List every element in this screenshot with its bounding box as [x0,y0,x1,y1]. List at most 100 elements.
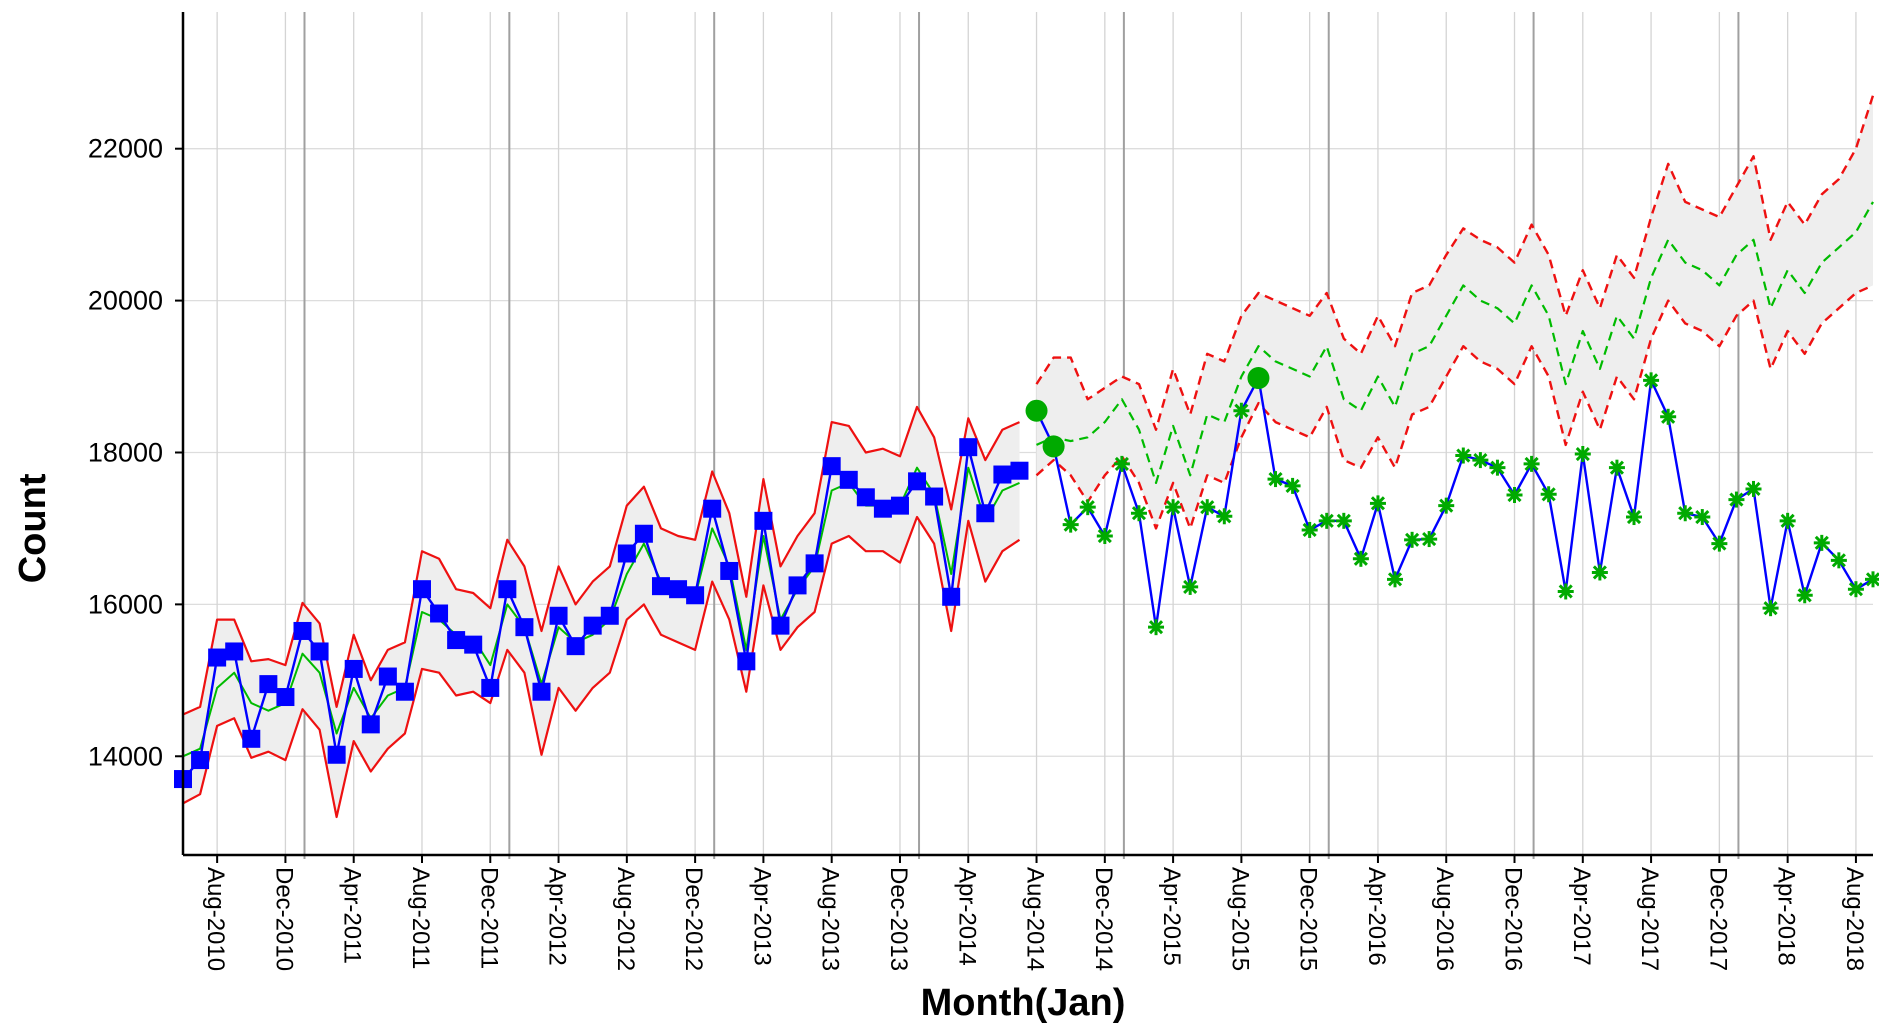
test-marker-stroke [1183,579,1198,594]
train-point-marker [191,751,210,770]
test-point-marker [1318,512,1335,529]
forecast-band-fill [1036,95,1873,529]
test-marker-stroke [1848,582,1863,597]
test-marker-stroke [1234,403,1249,418]
test-point-marker [1540,486,1557,503]
test-marker-stroke [1200,500,1215,515]
series-lines [182,95,1875,819]
test-marker-stroke [1507,487,1522,503]
x-tick-label: Aug-2011 [407,867,434,969]
train-point-marker [600,606,619,625]
train-point-marker [959,438,978,457]
test-marker-stroke [1814,535,1829,550]
x-tick-label: Apr-2012 [544,867,571,966]
test-point-marker [1472,452,1489,469]
train-point-marker [737,652,756,671]
train-point-marker [498,580,517,599]
x-tick-label: Dec-2012 [680,867,707,971]
test-marker-stroke [1285,478,1300,493]
test-marker-stroke [1712,536,1727,551]
test-marker-stroke [1490,460,1505,475]
x-tick-label: Dec-2013 [885,867,912,971]
x-tick-label: Apr-2014 [953,867,980,966]
test-point-marker [1865,571,1879,588]
train-point-marker [361,715,380,734]
test-marker-stroke [1797,588,1812,603]
train-point-marker [464,635,483,654]
test-point-marker [1404,531,1421,548]
train-point-marker [395,682,414,701]
test-point-marker [1165,499,1182,516]
test-point-marker [1284,477,1301,494]
forecast-upper-line [1035,95,1875,431]
lower-band-line [182,515,1021,819]
x-tick-label: Aug-2010 [202,867,229,971]
train-point-marker [771,616,790,635]
test-point-marker [1096,528,1113,545]
train-point-marker [447,631,466,650]
y-tick-label: 14000 [88,741,163,771]
train-point-marker [344,659,363,678]
train-point-marker [805,554,824,573]
x-tick-label: Apr-2017 [1568,867,1595,966]
test-marker-stroke [1422,532,1437,547]
test-point-marker [1130,505,1147,522]
test-marker-stroke [1780,513,1795,528]
test-point-marker [1148,619,1165,636]
train-point-marker [942,587,961,606]
forecast-lower-line [1035,284,1874,530]
test-point-marker [1489,459,1506,476]
x-tick-label: Dec-2017 [1704,867,1731,971]
train-point-marker [873,499,892,518]
test-point-marker [1643,372,1660,389]
test-point-marker [1301,521,1318,538]
train-point-marker [225,642,244,661]
x-tick-label: Apr-2016 [1363,867,1390,966]
train-point-marker [617,544,636,563]
highlight-point-marker [1042,435,1065,458]
test-marker-stroke [1353,551,1368,566]
test-marker-stroke [1644,373,1659,388]
train-point-marker [976,504,995,523]
train-point-marker [293,621,312,640]
forecast-mean-line [1036,201,1874,484]
train-point-marker [925,487,944,506]
test-marker-stroke [1763,601,1778,616]
test-marker-stroke [1831,553,1846,568]
x-tick-label: Dec-2014 [1090,867,1117,971]
test-point-marker [1335,512,1352,529]
y-tick-label: 22000 [88,134,163,164]
y-tick-label: 18000 [88,437,163,467]
test-marker-stroke [1080,500,1095,515]
test-point-marker [1608,459,1625,476]
test-marker-stroke [1217,509,1232,524]
actual-test-line [1035,376,1874,629]
x-tick-label: Aug-2016 [1431,867,1458,971]
x-tick-label: Aug-2017 [1636,867,1663,971]
test-marker-stroke [1131,506,1147,521]
x-tick-label: Aug-2013 [817,867,844,971]
test-marker-stroke [1405,532,1420,547]
test-point-marker [1455,447,1472,464]
test-point-marker [1079,499,1096,516]
test-point-marker [1352,550,1369,567]
tick-labels: 14000 16000 18000 20000 22000 Aug-2010 Dec-201… [88,134,1868,971]
train-point-marker [703,499,722,518]
test-marker-stroke [1575,446,1590,462]
test-marker-stroke [1541,487,1556,502]
y-tick-label: 16000 [88,589,163,619]
test-marker-stroke [1473,453,1488,468]
test-point-marker [1369,495,1386,512]
test-marker-stroke [1661,409,1676,424]
test-marker-stroke [1865,572,1879,587]
test-marker-stroke [1609,460,1625,475]
train-point-marker [754,511,773,530]
train-point-marker [378,667,397,686]
x-tick-label: Dec-2010 [270,867,297,971]
test-marker-stroke [1268,472,1283,487]
test-marker-stroke [1626,509,1642,525]
train-point-marker [310,642,329,661]
test-point-marker [1233,402,1250,419]
train-point-marker [839,470,858,489]
train-point-marker [532,682,551,701]
